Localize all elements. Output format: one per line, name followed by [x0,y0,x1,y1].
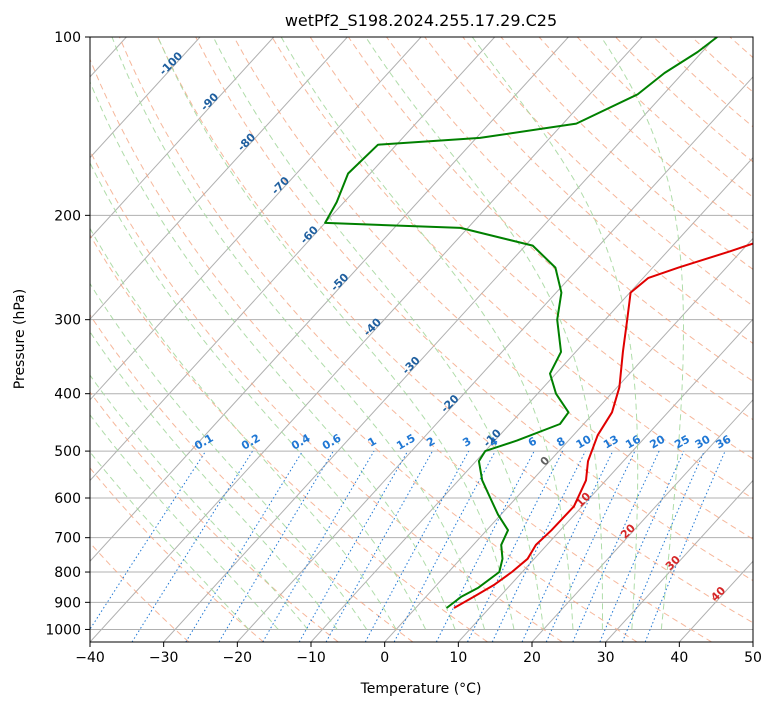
y-tick-label: 400 [54,387,81,403]
x-tick-label: 30 [597,650,615,666]
y-tick-label: 500 [54,444,81,460]
y-tick-label: 800 [54,565,81,581]
x-tick-label: −20 [223,650,253,666]
x-tick-label: 20 [523,650,541,666]
x-tick-label: −30 [149,650,179,666]
x-tick-label: 10 [449,650,467,666]
y-tick-label: 100 [54,30,81,46]
x-axis-title: Temperature (°C) [360,681,482,697]
x-tick-label: 50 [744,650,762,666]
x-tick-label: 40 [670,650,688,666]
x-tick-label: −10 [296,650,326,666]
x-tick-label: 0 [380,650,389,666]
y-tick-label: 300 [54,313,81,329]
y-tick-label: 600 [54,491,81,507]
y-tick-label: 1000 [45,622,81,638]
y-tick-label: 900 [54,595,81,611]
x-tick-label: −40 [75,650,105,666]
y-axis-title: Pressure (hPa) [12,289,28,389]
y-tick-label: 200 [54,208,81,224]
chart-title: wetPf2_S198.2024.255.17.29.C25 [285,11,557,31]
y-tick-label: 700 [54,531,81,547]
